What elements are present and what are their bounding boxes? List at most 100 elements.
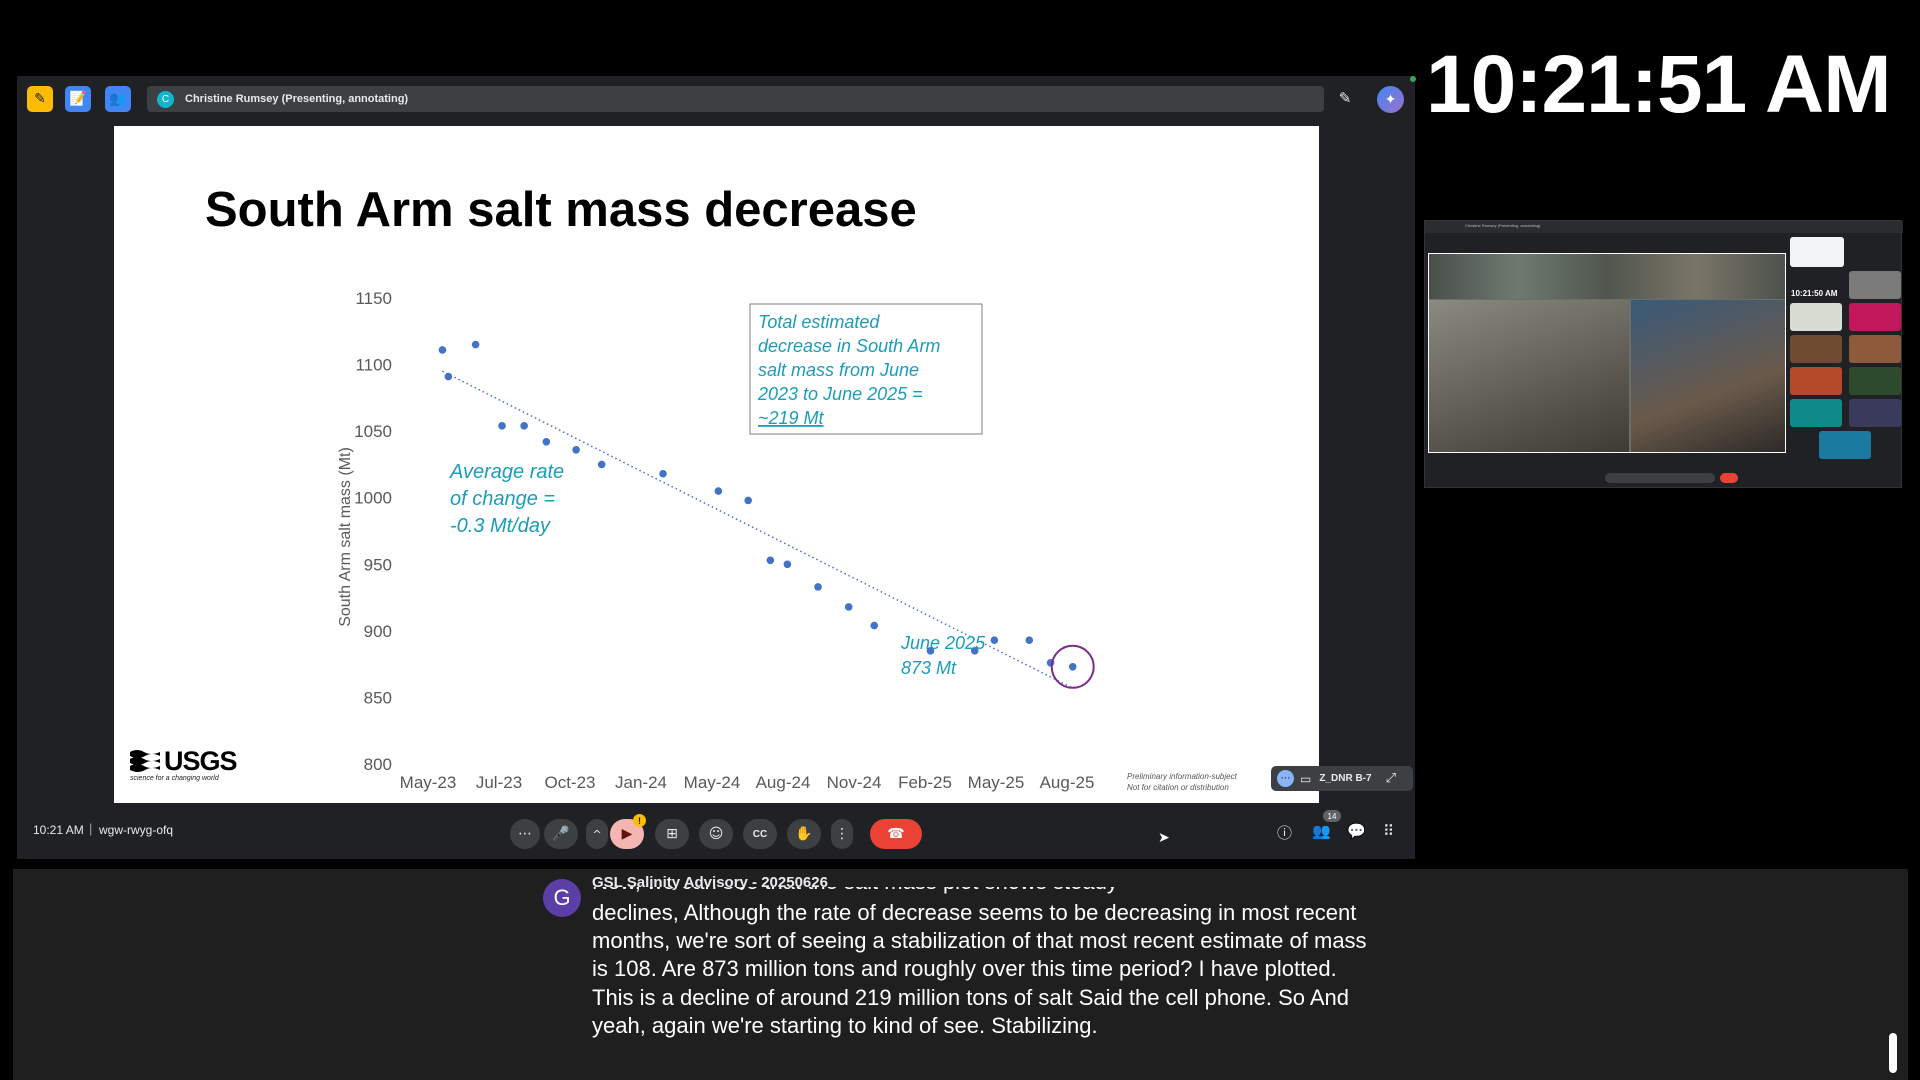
x-tick-label: Jan-24 [615, 773, 667, 792]
camera-off-icon: ▭ [1300, 771, 1312, 786]
raise-hand-button[interactable]: ✋ [787, 819, 821, 849]
x-tick-label: Oct-23 [544, 773, 595, 792]
caption-previous-line-text: Now, we can see that the salt mass plot … [592, 887, 1382, 895]
leave-call-button[interactable]: ☎ [870, 819, 922, 849]
conference-room-video [1428, 253, 1786, 453]
x-tick-label: Feb-25 [898, 773, 952, 792]
room-camera-right [1631, 300, 1785, 452]
emoji-reactions-button[interactable]: ☺ [699, 819, 733, 849]
data-point [444, 372, 453, 381]
rate-annotation-line: -0.3 Mt/day [450, 515, 551, 537]
data-point [744, 496, 752, 505]
whiteboard-app-icon[interactable]: ✎ [27, 86, 53, 112]
participant-tile [1849, 303, 1901, 331]
data-point [542, 437, 551, 446]
data-point [990, 636, 999, 644]
microphone-button[interactable]: 🎤 [544, 819, 578, 849]
mouse-cursor-icon: ➤ [1158, 830, 1170, 846]
room-camera-left [1429, 300, 1629, 452]
data-point [659, 469, 667, 478]
people-count-badge: 14 [1323, 810, 1341, 822]
present-screen-button[interactable]: ⊞ [655, 819, 689, 849]
slide-title: South Arm salt mass decrease [205, 183, 917, 237]
total-decrease-line: decrease in South Arm [758, 336, 940, 356]
total-decrease-line: 2023 to June 2025 = [757, 384, 923, 404]
thumbnail-controls-pill [1605, 473, 1715, 483]
speaker-avatar: G [543, 879, 581, 917]
notes-app-icon[interactable]: 📝 [65, 86, 91, 112]
captions-button[interactable]: CC [743, 819, 777, 849]
y-tick-label: 1100 [355, 356, 392, 375]
june-annotation-line: June 2025 [900, 633, 986, 653]
preliminary-line-1: Preliminary information-subject [1127, 772, 1237, 781]
y-tick-label: 900 [364, 622, 392, 641]
thumbnail-topbar: Christine Rumsey (Presenting, annotating… [1425, 221, 1903, 233]
self-view-tile[interactable]: ⋯ ▭ Z_DNR B-7 ⤢ [1271, 766, 1413, 791]
y-axis-label: South Arm salt mass (Mt) [337, 447, 354, 627]
y-tick-label: 1150 [355, 289, 392, 308]
more-options-icon[interactable]: ⋯ [1277, 770, 1294, 787]
activities-grid-icon[interactable]: ⠿ [1383, 822, 1394, 840]
data-point [1025, 636, 1034, 644]
participant-tile [1849, 271, 1901, 299]
presented-slide: South Arm salt mass decrease 1150 1100 105… [114, 126, 1319, 803]
x-tick-label: Jul-23 [476, 773, 522, 792]
y-tick-label: 950 [364, 555, 392, 574]
data-point [438, 346, 447, 354]
thumbnail-clock: 10:21:50 AM [1791, 289, 1838, 298]
mini-slide-tile [1790, 237, 1844, 267]
thumbnail-leave-button [1720, 473, 1738, 483]
annotate-pen-icon[interactable]: ✎ [1338, 89, 1352, 107]
wall-clock: 10:21:51 AM [1426, 39, 1892, 130]
data-point [471, 340, 480, 349]
data-point [520, 422, 528, 430]
data-point [766, 556, 775, 565]
more-reactions-button[interactable]: ⋯ [510, 819, 540, 849]
self-view-name: Z_DNR B-7 [1319, 773, 1372, 784]
total-decrease-line: ~219 Mt [758, 408, 825, 428]
people-icon[interactable]: 👥 [1312, 822, 1331, 840]
x-tick-label: Aug-24 [756, 773, 811, 792]
chat-icon[interactable]: 💬 [1347, 822, 1366, 840]
meeting-time: 10:21 AM [33, 823, 84, 837]
gemini-icon[interactable]: ✦ [1377, 86, 1404, 113]
meeting-info-icon[interactable]: ⓘ [1277, 824, 1293, 842]
participant-tile [1790, 335, 1842, 363]
x-tick-label: May-24 [684, 773, 741, 792]
presenter-label: Christine Rumsey (Presenting, annotating… [185, 93, 409, 105]
data-point [783, 560, 792, 569]
more-options-button[interactable]: ⋮ [831, 819, 853, 849]
data-point [498, 422, 506, 430]
usgs-wave-mark-icon [130, 750, 160, 772]
y-tick-label: 800 [364, 755, 392, 774]
participant-tile [1790, 367, 1842, 395]
data-point [714, 487, 723, 495]
camera-options-caret-icon[interactable]: ^ [586, 819, 608, 849]
rate-annotation-line: Average rate [449, 461, 564, 483]
expand-icon[interactable]: ⤢ [1385, 771, 1396, 786]
captions-scrollbar[interactable] [1889, 1033, 1897, 1073]
x-tick-label: May-23 [400, 773, 457, 792]
participant-tile [1849, 399, 1901, 427]
participant-tile [1790, 303, 1842, 331]
caption-speaker: GSL Salinity Advisory - 20250626 [592, 874, 828, 891]
y-tick-label: 1000 [354, 489, 392, 508]
y-tick-label: 1050 [354, 422, 392, 441]
data-point [970, 647, 979, 655]
thumbnail-controls [1425, 471, 1903, 485]
presentation-topbar: ✎ 📝 👥 C Christine Rumsey (Presenting, an… [17, 76, 1415, 120]
captions-panel: G GSL Salinity Advisory - 20250626 Now, … [13, 869, 1908, 1080]
meet-window: ✎ 📝 👥 C Christine Rumsey (Presenting, an… [17, 76, 1415, 859]
preliminary-note: Preliminary information-subject Not for … [1127, 771, 1237, 793]
salt-mass-chart: 1150 1100 1050 1000 950 900 850 800 May-23 Jul-23… [337, 289, 1095, 792]
meeting-code: wgw-rwyg-ofq [99, 823, 174, 837]
data-point [597, 460, 606, 469]
data-point [814, 583, 822, 591]
caption-text: declines, Although the rate of decrease … [592, 900, 1367, 1038]
rate-annotation-line: of change = [450, 488, 555, 510]
presenter-avatar: C [157, 90, 174, 108]
activities-app-icon[interactable]: 👥 [105, 86, 131, 112]
x-tick-label: Aug-25 [1040, 773, 1095, 792]
participant-tile [1819, 431, 1871, 459]
meeting-controls-bar: 10:21 AM | wgw-rwyg-ofq ⋯ 🎤 ^ ▶ ! ⊞ ☺ CC… [17, 806, 1415, 859]
